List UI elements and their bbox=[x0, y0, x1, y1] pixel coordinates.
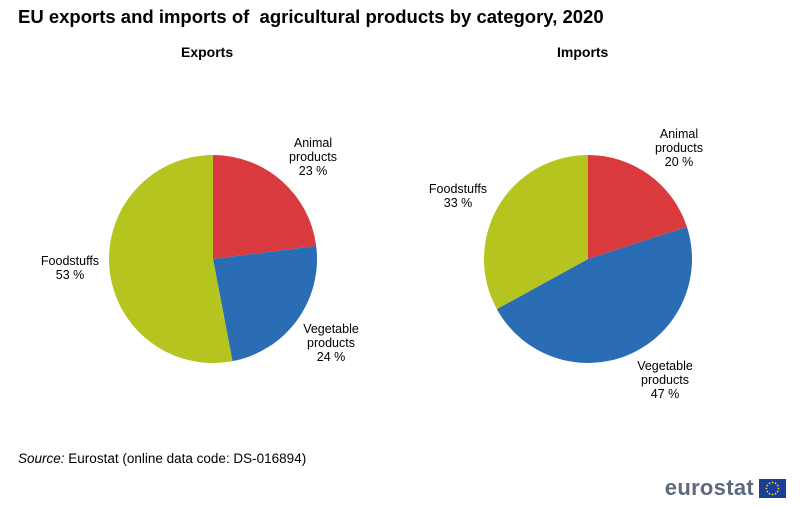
imports-pie-title: Imports bbox=[557, 44, 609, 60]
exports-pie-title: Exports bbox=[181, 44, 234, 60]
imports-pie bbox=[483, 155, 693, 364]
eu-flag-icon bbox=[759, 478, 786, 498]
eurostat-logo-text: eurostat bbox=[664, 475, 754, 500]
imports-slice-vegetable-label: Vegetable products 47 % bbox=[637, 359, 693, 401]
imports-slice-animal bbox=[588, 155, 687, 259]
exports-slice-animal-label: Animal products 23 % bbox=[289, 136, 337, 178]
exports-slice-foodstuffs bbox=[109, 155, 233, 363]
eurostat-logo: eurostat bbox=[665, 475, 786, 501]
exports-slice-vegetable bbox=[213, 245, 317, 362]
source-text: Eurostat (online data code: DS-016894) bbox=[68, 451, 307, 466]
imports-slice-foodstuffs bbox=[483, 155, 588, 310]
chart-title: EU exports and imports of agricultural p… bbox=[18, 6, 604, 27]
imports-slice-animal-label: Animal products 20 % bbox=[655, 127, 703, 169]
source-note: Source: Eurostat (online data code: DS-0… bbox=[18, 451, 306, 466]
source-label: Source: bbox=[18, 451, 65, 466]
exports-pie bbox=[109, 155, 317, 363]
imports-slice-foodstuffs-label: Foodstuffs 33 % bbox=[429, 182, 487, 210]
exports-slice-animal bbox=[213, 155, 317, 259]
imports-slice-vegetable bbox=[496, 226, 693, 364]
exports-slice-vegetable-label: Vegetable products 24 % bbox=[303, 322, 359, 364]
exports-slice-foodstuffs-label: Foodstuffs 53 % bbox=[41, 254, 99, 282]
